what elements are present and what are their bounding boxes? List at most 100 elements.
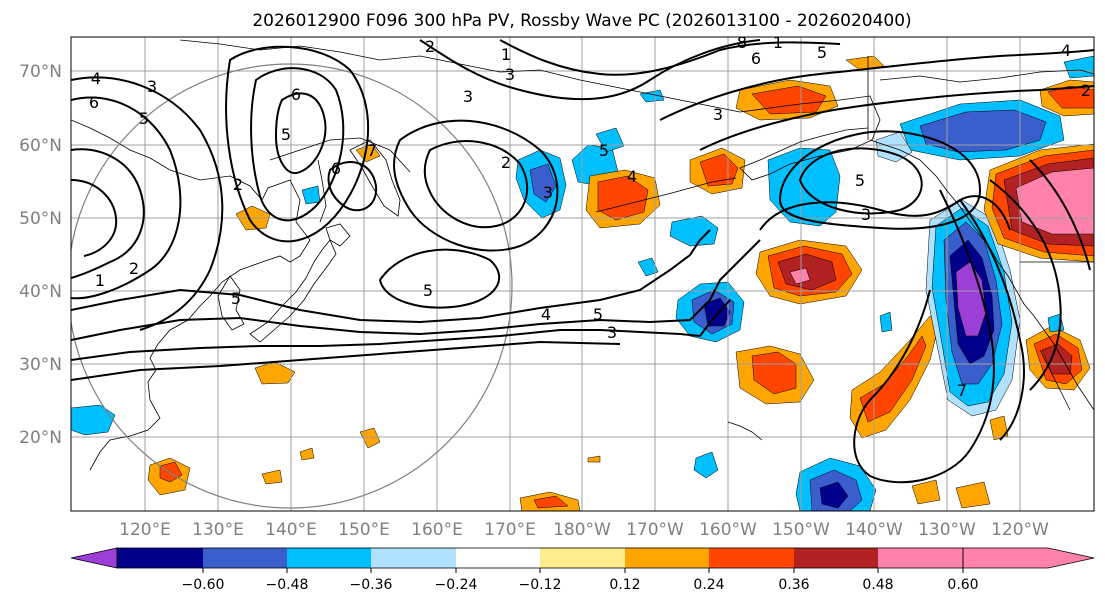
contour-label-7-b: 7 [957, 381, 967, 400]
colorbar-tick-label-3: −0.24 [435, 577, 478, 593]
coast-sakhalin [317, 159, 327, 223]
figure-title: 2026012900 F096 300 hPa PV, Rossby Wave … [252, 11, 911, 31]
map-area: 5 4 5 3 5 1 2 2 5 6 6 7 4 3 6 5 2 1 3 3 [71, 33, 1094, 511]
contour-label-5-g: 5 [817, 43, 827, 62]
lon-label-130e: 130°E [192, 520, 244, 540]
contour-label-8: 8 [737, 33, 747, 52]
contour-central-low [378, 248, 501, 309]
colorbar-segment-4 [456, 548, 540, 568]
colorbar-segment-0 [117, 548, 203, 568]
contour-bering-1 [393, 119, 559, 252]
contour-gulf-loop-1 [798, 147, 923, 215]
anomaly-blue-near-18n [693, 451, 719, 479]
colorbar-segment-8 [794, 548, 878, 568]
contour-gulf-3 [759, 195, 1011, 231]
anomaly-small-orange-6 [911, 479, 941, 505]
contour-label-7: 7 [367, 141, 377, 160]
colorbar-segment-1 [203, 548, 287, 568]
contour-label-2-d: 2 [501, 153, 511, 172]
anomaly-small-blue-2 [879, 311, 893, 333]
contour-siberia-1 [225, 45, 370, 243]
colorbar-tick-label-6: 0.24 [693, 577, 724, 593]
contour-line-3 [71, 299, 731, 361]
lon-label-120w: 120°W [991, 520, 1049, 540]
contour-label-6-b: 6 [331, 159, 341, 178]
coast-baja [1039, 349, 1071, 411]
contour-east-trough-1 [853, 189, 995, 484]
contour-north-2 [499, 39, 841, 76]
longitude-labels: 120°E 130°E 140°E 150°E 160°E 170°E 180°… [119, 520, 1049, 540]
contour-label-5-b: 5 [593, 305, 603, 324]
contour-label-3-d: 3 [463, 87, 473, 106]
contour-siberia-3 [274, 92, 327, 175]
anomaly-gulf-alaska-darkblue [919, 109, 1047, 153]
lon-label-160e: 160°E [411, 520, 463, 540]
lon-label-120e: 120°E [119, 520, 171, 540]
lon-label-130w: 130°W [918, 520, 976, 540]
lon-label-180w: 180°W [553, 520, 611, 540]
contour-label-3-a: 3 [607, 323, 617, 342]
map-frame [70, 36, 1095, 512]
colorbar-segment-2 [287, 548, 371, 568]
contour-label-3-b: 3 [147, 77, 157, 96]
coast-okhotsk [269, 137, 411, 173]
anomaly-160w-navy [703, 297, 731, 327]
colorbar-right-extend [962, 547, 1095, 569]
contour-line-2 [71, 239, 761, 341]
anomaly-small-red-8 [533, 495, 569, 509]
anomaly-small-orange-7 [955, 481, 991, 509]
contour-label-3-c: 3 [505, 65, 515, 84]
reference-circle [71, 63, 513, 509]
colorbar-tick-label-4: −0.12 [519, 577, 562, 593]
contour-bering-2 [423, 140, 529, 229]
coast-canada [869, 139, 1094, 411]
colorbar-segment-9 [878, 548, 963, 568]
contour-label-4: 4 [541, 305, 551, 324]
contour-label-5-h: 5 [855, 171, 865, 190]
anomaly-small-orange-2 [359, 427, 381, 449]
contour-east-trough-3 [989, 179, 1062, 391]
colorbar-segment-3 [371, 548, 456, 568]
contour-label-2-b: 2 [233, 175, 243, 194]
contour-west-loop-1 [71, 96, 182, 300]
anomaly-152w-south-navy [819, 481, 849, 509]
contour-east-trough-2 [959, 199, 1025, 441]
anomaly-blue-near-170w [669, 215, 719, 247]
contour-siberia-2 [250, 67, 345, 222]
contour-label-2-e: 2 [1081, 81, 1091, 100]
anomaly-midpac-darkblue [529, 163, 557, 203]
anomaly-small-orange-3 [261, 469, 283, 485]
contour-label-6-a: 6 [291, 85, 301, 104]
contour-label-2-c: 2 [425, 37, 435, 56]
coastlines [71, 39, 1094, 471]
lon-label-170w: 170°W [626, 520, 684, 540]
lon-label-140e: 140°E [265, 520, 317, 540]
lat-label-50n: 50°N [19, 209, 62, 229]
contour-north-4 [699, 85, 1094, 151]
anomaly-small-orange-5 [989, 415, 1009, 441]
contour-label-6-d: 6 [751, 49, 761, 68]
contour-label-1-a: 1 [95, 271, 105, 290]
contour-west-loop-3 [71, 179, 118, 257]
contour-label-6-c: 6 [89, 93, 99, 112]
anomaly-165w-blue [637, 257, 659, 277]
anomaly-150w-red [751, 85, 827, 115]
coast-arctic-canada [879, 69, 1094, 83]
colorbar-tick-label-8: 0.48 [862, 577, 893, 593]
anomaly-ne-blue [1063, 55, 1094, 79]
pv-contours [71, 39, 1094, 484]
colorbar-tick-label-2: −0.36 [350, 577, 393, 593]
lon-label-160w: 160°W [699, 520, 757, 540]
lon-label-140w: 140°W [845, 520, 903, 540]
colorbar-segment-5 [540, 548, 625, 568]
contour-gulf-loop-2 [778, 130, 982, 230]
colorbar-tick-label-1: −0.48 [266, 577, 309, 593]
colorbar-tick-label-7: 0.36 [778, 577, 809, 593]
colorbar-segment-6 [625, 548, 709, 568]
lat-label-60n: 60°N [19, 136, 62, 156]
contour-label-5-e: 5 [139, 109, 149, 128]
contour-label-3-e: 3 [543, 183, 553, 202]
contour-west-loop-2 [71, 148, 145, 279]
coast-kamchatka [349, 139, 401, 217]
